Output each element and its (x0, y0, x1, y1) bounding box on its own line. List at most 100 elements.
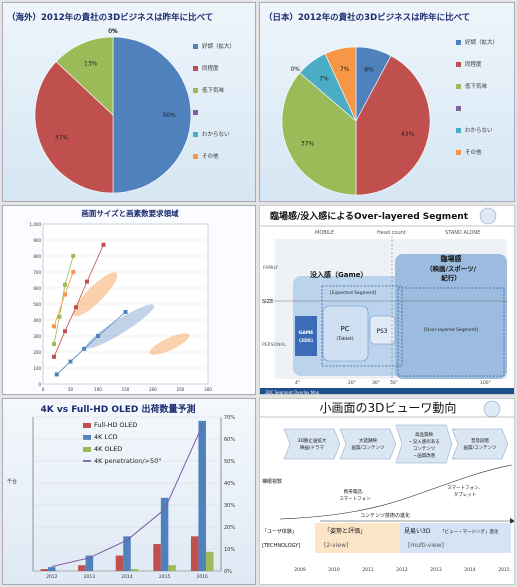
x-tick-label: 2016 (196, 574, 208, 580)
x-tick-label: 250 (177, 387, 185, 392)
ps3-label: PS3 (376, 328, 387, 335)
x-tick-label: 0 (42, 387, 45, 392)
box3-line4: ・画質改善 (413, 452, 436, 459)
y-tick-label: 600 (33, 286, 41, 291)
pie-data-label: 50% (162, 112, 176, 119)
scatter-point (52, 342, 56, 346)
right-tick-label: 10% (224, 547, 235, 553)
globe-icon (483, 400, 501, 418)
multi-view-label: [multi-view] (408, 542, 444, 549)
bar (78, 565, 86, 571)
scatter-point (63, 292, 67, 297)
scatter-point (52, 324, 56, 329)
pie-slice (324, 46, 357, 122)
timeline-arrow-2 (339, 428, 397, 460)
tick-label: 20" (348, 380, 356, 386)
overseas-pie-chart: 50%37%13%0%0%0% (34, 28, 192, 194)
jp-easy-label: 見易い3D (404, 528, 431, 535)
y-tick-label: 1,000 (30, 222, 42, 227)
pie-data-label: 7% (319, 75, 329, 82)
right-tick-label: 70% (224, 415, 235, 421)
size-label: SIZE (262, 299, 273, 305)
evolution-arrow-head (510, 518, 514, 524)
bar (205, 551, 214, 571)
legend-item: わからない (193, 123, 235, 145)
pie-data-label: 37% (301, 140, 315, 147)
y-tick-label: 200 (33, 350, 41, 355)
rinjou-label-line3: 紀行） (441, 273, 461, 282)
scatter-point (68, 359, 73, 364)
viewer-title: 小画面の3Dビューワ動向 (319, 401, 457, 415)
pie-data-label: 0% (108, 28, 118, 35)
scatter-point (71, 254, 76, 258)
penetration-line (51, 425, 203, 568)
scatter-point (71, 270, 76, 274)
pie-slice (55, 36, 114, 116)
year-label: 2012 (396, 567, 408, 573)
game-label-1: GAME (299, 330, 314, 336)
legend-item: 低下気味 (193, 79, 235, 101)
x-tick-label: 150 (122, 387, 130, 392)
botsunyu-label: 没入感（Game） (310, 270, 368, 279)
screen-size-scatter-panel: 画面サイズと画素数要求領域 HD/FHD/UHD/4K/8K 2.5m 4K 1… (2, 205, 256, 395)
over-layered-label: [Over-layered Segment] (424, 327, 478, 333)
tablet-label-1: スマートフォン、 (447, 485, 483, 491)
overseas-pie-panel: （海外）2012年の貴社の3Dビジネスは昨年に比べて 50% 37% 13% 0% 0%… (2, 2, 256, 202)
tick-label: 4" (295, 380, 300, 386)
game-box (295, 316, 317, 356)
immersion-title: 臨場感/没入感によるOver-layered Segment (270, 212, 469, 222)
year-label: 2009 (294, 567, 306, 573)
pie-slice (112, 36, 192, 194)
pc-label-1: PC (340, 325, 349, 333)
year-label: 2011 (362, 567, 374, 573)
over-layered-box (397, 287, 505, 377)
user-exp-label: 「ユーザ体験」 (262, 528, 297, 535)
right-tick-label: 60% (224, 437, 235, 443)
overseas-pie-title: （海外）2012年の貴社の3Dビジネスは昨年に比べて (7, 13, 214, 23)
expected-segment-box (321, 285, 403, 367)
pie-data-label: 0% (290, 66, 300, 73)
footer-text: 3DC Segment Overlay Map (265, 390, 320, 395)
pie-data-label: 0% (108, 28, 118, 35)
pie-slice (355, 55, 431, 196)
overseas-pie-legend: 好調（拡大） 同程度 低下気味 わからない その他 (193, 35, 235, 167)
timeline-arrow-1 (283, 428, 341, 460)
japan-pie-legend: 好調（拡大） 同程度 低下気味 わからない その他 (456, 31, 498, 163)
right-tick-label: 50% (224, 459, 235, 465)
y-tick-label: 100 (33, 366, 41, 371)
phone-label-2: スマートフォン (339, 496, 371, 502)
right-tick-label: 40% (224, 481, 235, 487)
year-label: 2010 (328, 567, 340, 573)
box3-line2: ・没入感のある (408, 438, 440, 445)
rinjou-label-line2: （映画/スポーツ/ (426, 264, 477, 273)
legend-item: その他 (456, 141, 498, 163)
bar (130, 569, 139, 571)
legend-item: 好調（拡大） (456, 31, 498, 53)
tablet-label-2: タブレット (454, 491, 477, 498)
x-tick-label: 200 (149, 387, 157, 392)
legend-item: 4K LCD (83, 431, 161, 443)
evolution-label: コンテンツ技術の進化 (360, 512, 410, 519)
region-ellipse (85, 304, 155, 349)
scatter-point (85, 279, 89, 284)
legend-item: 好調（拡大） (193, 35, 235, 57)
oled-forecast-panel: 4K vs Full-HD OLED 出荷数量予測 Full-HD OLED 4… (2, 398, 256, 585)
year-label: 2015 (498, 567, 510, 573)
left-axis-label: 千台 (7, 478, 17, 485)
viewer-diagram: 3D静止画拡大 映画/ドラマ 大話題映 画質/コンテンツ 高品質映 ・没入感のあ… (260, 400, 514, 573)
bar (85, 555, 94, 571)
immersion-segment-panel: 臨場感/没入感によるOver-layered Segment MOBILE He… (259, 205, 515, 395)
box1-line2: 映画/ドラマ (300, 444, 325, 451)
timeline-arrow-3 (395, 424, 453, 464)
rinjou-label-line1: 臨場感 (441, 254, 462, 263)
bar (115, 555, 124, 571)
right-tick-label: 0% (224, 569, 232, 575)
ps3-box (369, 315, 396, 345)
scatter-point (57, 314, 62, 319)
legend-item: 低下気味 (456, 75, 498, 97)
pie-slice (281, 72, 357, 196)
pc-box (322, 305, 369, 362)
x-tick-label: 2015 (159, 574, 171, 580)
bar (153, 544, 161, 571)
scatter-point (54, 372, 59, 377)
